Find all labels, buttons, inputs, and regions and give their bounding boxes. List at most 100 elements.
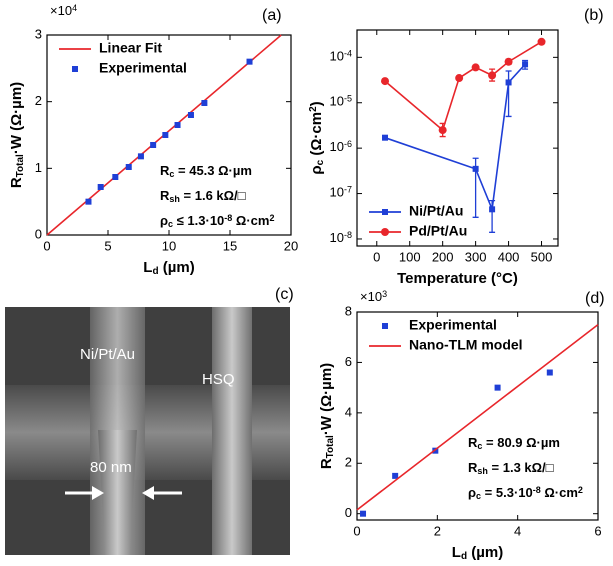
legend-marker xyxy=(72,66,78,72)
y-axis-label-part: Total xyxy=(325,435,336,458)
data-point xyxy=(125,164,132,170)
x-tick-label: 100 xyxy=(399,249,421,264)
x-tick-label: 0 xyxy=(43,238,50,253)
y-axis-label: RTotal·W (Ω·µm) xyxy=(8,82,26,188)
annotation: Rc = 45.3 Ω·µm xyxy=(160,163,252,179)
legend-label: Experimental xyxy=(99,60,187,76)
y-axis-label: ρc (Ω·cm2) xyxy=(308,101,326,174)
annotation-part: c xyxy=(169,169,174,179)
annotation: ρc = 5.3·10-8 Ω·cm2 xyxy=(468,485,583,501)
data-point xyxy=(546,369,553,376)
y-tick-label: 10-5 xyxy=(330,94,352,110)
data-point xyxy=(112,174,119,180)
y-axis-label: RTotal·W (Ω·µm) xyxy=(318,363,336,469)
data-point xyxy=(505,79,512,86)
y-tick-label: 10-6 xyxy=(330,139,352,155)
annotation-part: sh xyxy=(477,466,488,476)
y-axis-label-part: R xyxy=(8,177,25,188)
x-tick-label: 4 xyxy=(514,523,521,538)
data-point xyxy=(489,206,496,213)
legend-marker xyxy=(382,209,388,215)
y-tick-label: 1 xyxy=(35,160,42,175)
data-point xyxy=(201,100,208,106)
axis-multiplier: ×103 xyxy=(360,289,387,305)
annotation-part: = 1.3 kΩ/□ xyxy=(488,460,554,475)
data-point xyxy=(455,74,464,83)
y-axis-label-part: R xyxy=(318,458,335,469)
data-point xyxy=(471,63,480,72)
x-tick-label: 15 xyxy=(223,238,237,253)
x-tick-label: 0 xyxy=(353,523,360,538)
annotation: Rc = 80.9 Ω·µm xyxy=(468,435,560,451)
data-point xyxy=(246,58,253,65)
data-point xyxy=(488,71,497,80)
y-tick-label: 10-7 xyxy=(330,184,352,200)
annotation-part: ρ xyxy=(468,485,476,500)
annotation-part: c xyxy=(476,491,481,501)
annotation-part: sh xyxy=(169,194,180,204)
annotation-part: c xyxy=(477,441,482,451)
plot-frame xyxy=(356,29,559,247)
annotation-part: ≤ 1.3·10 xyxy=(173,213,224,228)
x-tick-label: 2 xyxy=(434,523,441,538)
sem-image xyxy=(5,307,290,555)
data-point xyxy=(381,77,390,86)
y-tick-label-part: 10 xyxy=(330,94,344,109)
x-axis-label-part: L xyxy=(143,259,152,276)
annotation-part: = 1.6 kΩ/□ xyxy=(180,188,246,203)
legend-label: Linear Fit xyxy=(99,40,162,56)
data-point xyxy=(174,122,181,128)
legend-label: Experimental xyxy=(409,317,497,333)
y-tick-label-part: 10 xyxy=(330,230,344,245)
y-tick-label-part: 10 xyxy=(330,185,344,200)
y-axis-label-part: ρ xyxy=(308,165,325,174)
x-axis-label-part: d xyxy=(152,266,158,277)
y-tick-label: 0 xyxy=(35,226,42,241)
annotation-part: = 5.3·10 xyxy=(481,485,533,500)
data-point xyxy=(97,184,104,190)
y-axis-label-part: (Ω·cm xyxy=(308,112,325,160)
annotation-part: Ω·cm xyxy=(541,485,578,500)
data-point xyxy=(494,384,501,391)
legend-label: Pd/Pt/Au xyxy=(409,223,467,239)
annotation-part: -8 xyxy=(224,213,232,223)
data-point xyxy=(150,142,157,148)
y-axis-label-part: ·W (Ω·µm) xyxy=(318,363,335,435)
y-tick-label-part: 10 xyxy=(330,140,344,155)
x-axis-label: Ld (µm) xyxy=(452,544,503,561)
data-point xyxy=(85,198,92,205)
y-tick-label: 2 xyxy=(345,455,352,470)
axis-multiplier: ×104 xyxy=(50,3,77,19)
annotation-part: 2 xyxy=(578,485,583,495)
y-axis-label-part: ·W (Ω·µm) xyxy=(8,82,25,154)
y-tick-label-part: -4 xyxy=(344,48,352,58)
y-tick-label: 3 xyxy=(35,26,42,41)
y-tick-label-part: -6 xyxy=(344,139,352,149)
panel-label: (c) xyxy=(275,286,294,303)
error-bar xyxy=(505,70,512,118)
x-tick-label: 300 xyxy=(465,249,487,264)
y-tick-label-part: 10 xyxy=(330,49,344,64)
legend-label: Nano-TLM model xyxy=(409,337,523,353)
x-tick-label: 200 xyxy=(432,249,454,264)
x-axis-label-part: Temperature (°C) xyxy=(397,270,518,287)
annotation-part: c xyxy=(168,219,173,229)
axis-multiplier-part: ×10 xyxy=(50,3,72,18)
error-bar xyxy=(489,199,496,233)
annotation: Rsh = 1.6 kΩ/□ xyxy=(160,188,246,204)
y-axis-label-part: 2 xyxy=(308,106,319,112)
x-tick-label: 5 xyxy=(104,238,111,253)
axis-multiplier-part: 4 xyxy=(72,3,77,13)
x-axis-label-part: (µm) xyxy=(159,259,195,276)
annotation: ρc ≤ 1.3·10-8 Ω·cm2 xyxy=(160,213,274,229)
annotation-part: R xyxy=(468,460,478,475)
y-tick-label-part: -8 xyxy=(344,230,352,240)
series-line xyxy=(384,41,542,132)
x-tick-label: 10 xyxy=(162,238,176,253)
x-axis-label: Temperature (°C) xyxy=(397,270,518,287)
axis-multiplier-part: ×10 xyxy=(360,289,382,304)
data-point xyxy=(522,61,529,68)
annotation-part: -8 xyxy=(533,485,541,495)
y-tick-label: 0 xyxy=(345,505,352,520)
